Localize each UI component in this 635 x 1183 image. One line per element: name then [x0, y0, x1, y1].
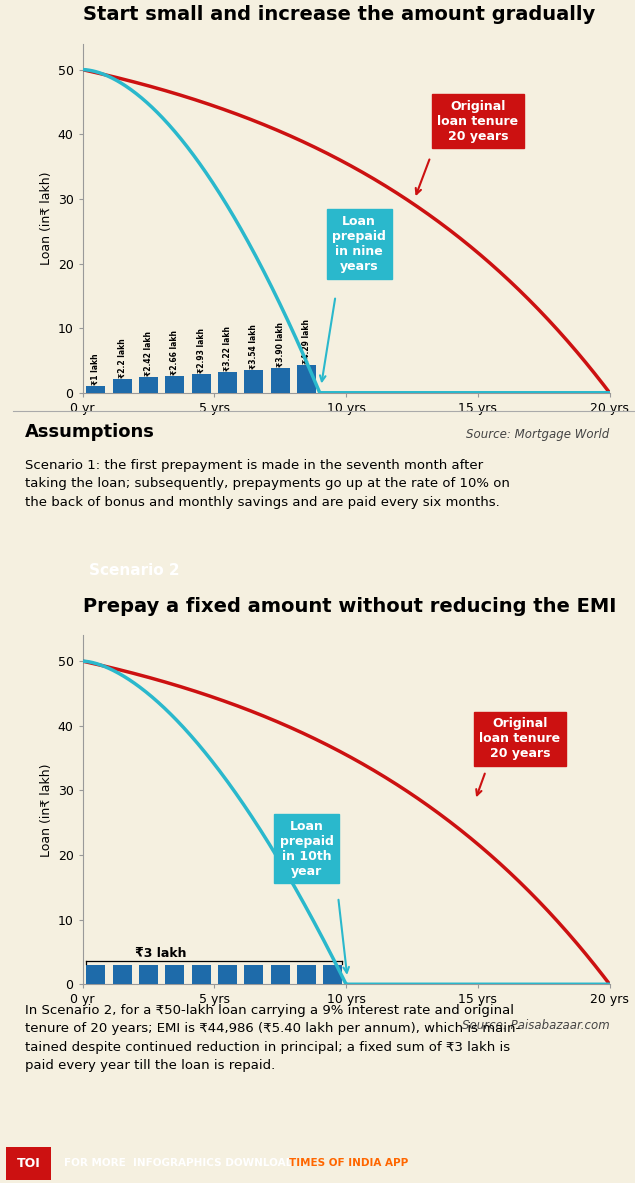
Bar [165, 375, 184, 393]
Bar [112, 379, 131, 393]
Y-axis label: Loan (in₹ lakh): Loan (in₹ lakh) [41, 763, 53, 856]
Text: Loan
prepaid
in nine
years: Loan prepaid in nine years [332, 215, 386, 273]
FancyBboxPatch shape [6, 1148, 51, 1179]
Bar [86, 387, 105, 393]
Text: TIMES OF INDIA APP: TIMES OF INDIA APP [289, 1158, 408, 1169]
Bar [192, 374, 211, 393]
Text: ₹2.42 lakh: ₹2.42 lakh [144, 331, 153, 376]
Y-axis label: Loan (in₹ lakh): Loan (in₹ lakh) [41, 172, 53, 265]
Text: Assumptions: Assumptions [25, 424, 155, 441]
Bar [271, 368, 290, 393]
Text: ₹2.66 lakh: ₹2.66 lakh [170, 330, 179, 375]
Text: Original
loan tenure
20 years: Original loan tenure 20 years [438, 99, 518, 143]
Text: Source: Paisabazaar.com: Source: Paisabazaar.com [462, 1019, 610, 1032]
Text: ₹2.93 lakh: ₹2.93 lakh [197, 328, 206, 373]
Text: ₹3.90 lakh: ₹3.90 lakh [276, 322, 284, 367]
Bar [139, 965, 158, 984]
Bar [165, 965, 184, 984]
Bar [139, 377, 158, 393]
Text: Loan
prepaid
in 10th
year: Loan prepaid in 10th year [279, 820, 333, 878]
Text: ₹3.54 lakh: ₹3.54 lakh [250, 324, 258, 369]
Text: Scenario 1: the first prepayment is made in the seventh month after
taking the l: Scenario 1: the first prepayment is made… [25, 459, 510, 509]
Text: ₹2.2 lakh: ₹2.2 lakh [117, 338, 126, 377]
Text: In Scenario 2, for a ₹50-lakh loan carrying a 9% interest rate and original
tenu: In Scenario 2, for a ₹50-lakh loan carry… [25, 1004, 521, 1073]
Text: FOR MORE  INFOGRAPHICS DOWNLOAD: FOR MORE INFOGRAPHICS DOWNLOAD [64, 1158, 301, 1169]
Bar [297, 965, 316, 984]
Bar [323, 965, 342, 984]
Bar [192, 965, 211, 984]
Text: Original
loan tenure
20 years: Original loan tenure 20 years [479, 717, 561, 761]
Bar [218, 965, 237, 984]
Text: ₹1 lakh: ₹1 lakh [91, 354, 100, 386]
Bar [244, 965, 264, 984]
Text: Prepay a fixed amount without reducing the EMI: Prepay a fixed amount without reducing t… [83, 596, 616, 615]
Bar [86, 965, 105, 984]
Bar [218, 371, 237, 393]
Bar [112, 965, 131, 984]
Text: ₹3 lakh: ₹3 lakh [135, 948, 187, 961]
Text: Source: Mortgage World: Source: Mortgage World [466, 428, 610, 440]
Text: ₹4.29 lakh: ₹4.29 lakh [302, 319, 311, 364]
Text: ₹3.22 lakh: ₹3.22 lakh [223, 327, 232, 371]
Text: TOI: TOI [17, 1157, 41, 1170]
Bar [244, 370, 264, 393]
Text: Start small and increase the amount gradually: Start small and increase the amount grad… [83, 5, 595, 24]
Bar [271, 965, 290, 984]
Bar [297, 366, 316, 393]
